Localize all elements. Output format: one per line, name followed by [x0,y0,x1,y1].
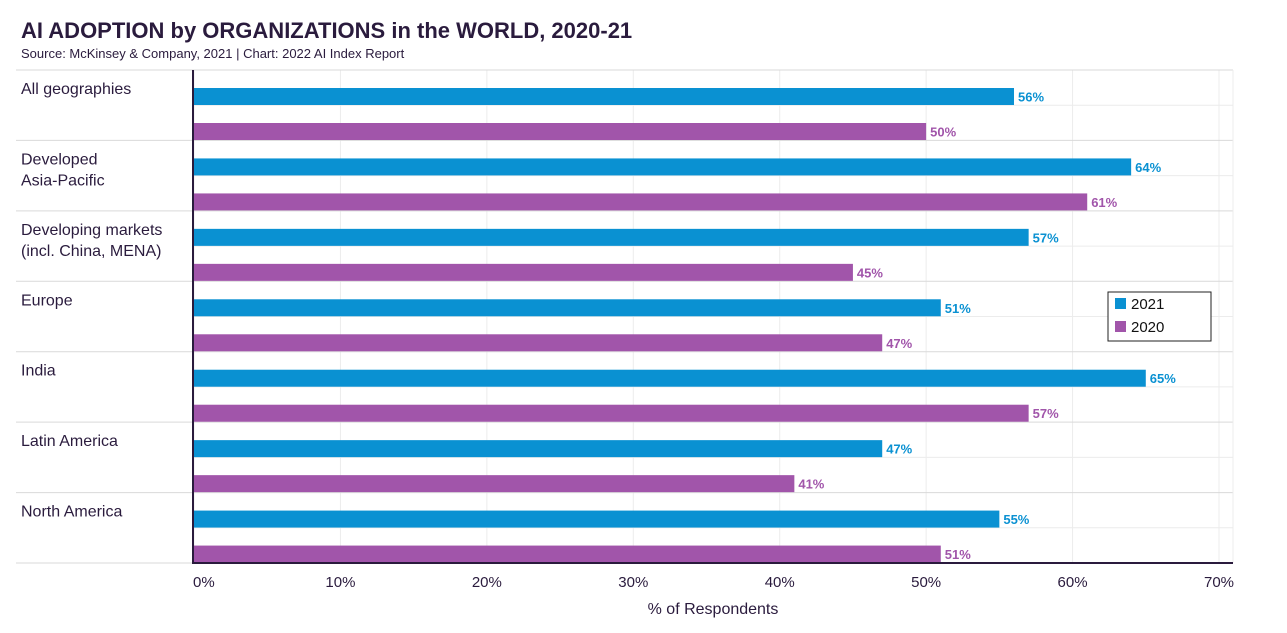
legend-swatch [1115,298,1126,309]
chart-title: AI ADOPTION by ORGANIZATIONS in the WORL… [21,18,633,43]
chart-subtitle: Source: McKinsey & Company, 2021 | Chart… [21,46,405,61]
data-label: 47% [886,336,912,351]
bar-2020 [194,193,1088,211]
x-tick-label: 60% [1058,574,1088,591]
x-tick-label: 40% [765,574,795,591]
bar-2021 [194,369,1146,387]
data-label: 56% [1018,90,1044,105]
category-label: Developed Asia-Pacific [21,151,105,189]
category-label: North America [21,504,122,521]
bar-2020 [194,545,941,563]
category-label: Latin America [21,433,118,450]
data-label: 57% [1033,230,1059,245]
category-label: India [21,363,56,380]
x-tick-label: 70% [1204,574,1234,591]
bar-2021 [194,299,941,317]
x-tick-label: 10% [325,574,355,591]
bars: 56% 50% 64% 61% 57% 45% 51% 47% 65% 57% 47% 41% 55% 5… [194,88,1176,563]
bar-2021 [194,510,1000,528]
x-axis-ticks: 0% 10% 20% 30% 40% 50% 60% 70% [193,574,1234,591]
data-label: 55% [1003,512,1029,527]
legend-label: 2021 [1131,296,1164,313]
data-label: 51% [945,547,971,562]
category-label: All geographies [21,81,131,98]
bar-2020 [194,475,795,493]
data-label: 64% [1135,160,1161,175]
legend-swatch [1115,321,1126,332]
legend: 2021 2020 [1107,291,1212,342]
legend-label: 2020 [1131,319,1164,336]
x-tick-label: 0% [193,574,215,591]
bar-2020 [194,404,1029,422]
data-label: 61% [1091,195,1117,210]
bar-2021 [194,88,1014,105]
category-labels: All geographies Developed Asia-Pacific Deve… [21,81,162,521]
data-label: 41% [798,477,824,492]
data-label: 45% [857,265,883,280]
x-tick-label: 50% [911,574,941,591]
data-label: 65% [1150,371,1176,386]
bar-2021 [194,158,1132,176]
x-tick-label: 20% [472,574,502,591]
category-label: Europe [21,292,73,309]
bar-2020 [194,123,927,140]
data-label: 50% [930,125,956,140]
category-label: Developing markets (incl. China, MENA) [21,222,162,260]
bar-2020 [194,263,853,281]
bar-2021 [194,228,1029,246]
data-label: 57% [1033,406,1059,421]
bar-2021 [194,440,883,458]
x-tick-label: 30% [618,574,648,591]
data-label: 51% [945,301,971,316]
data-label: 47% [886,442,912,457]
bar-2020 [194,334,883,352]
x-axis-title: % of Respondents [648,601,779,618]
